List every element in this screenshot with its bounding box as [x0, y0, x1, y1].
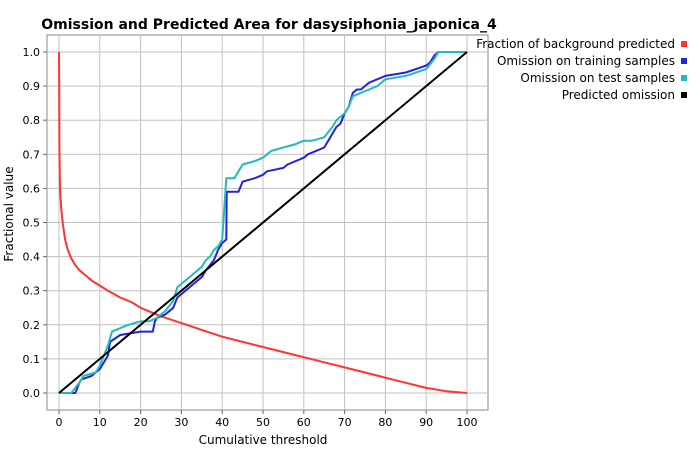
y-axis-label: Fractional value — [2, 166, 16, 261]
x-tick-label: 20 — [134, 416, 148, 429]
legend-label-omission-on-training-samples: Omission on training samples — [497, 54, 675, 68]
grid — [47, 35, 488, 410]
x-tick-label: 10 — [93, 416, 107, 429]
series-line-omission-on-test-samples — [59, 51, 467, 394]
series-line-fraction-of-background-predicted — [58, 51, 468, 394]
y-tick-label: 0.9 — [23, 80, 41, 93]
legend: Fraction of background predicted Omission… — [476, 37, 687, 102]
legend-label-fraction-of-background-predicted: Fraction of background predicted — [476, 37, 675, 51]
series-line-predicted-omission — [58, 51, 468, 394]
chart-title: Omission and Predicted Area for dasysiph… — [41, 17, 497, 33]
x-tick-label: 0 — [56, 416, 63, 429]
y-tick-label: 0.4 — [23, 251, 41, 264]
y-tick-label: 0.5 — [23, 217, 41, 230]
legend-swatch-omission-on-training-samples — [681, 58, 687, 64]
x-tick-label: 50 — [256, 416, 270, 429]
series-line-omission-on-training-samples — [59, 51, 467, 394]
axis-ticks: 0 10 20 30 40 50 60 70 80 90 100 0.0 0.1 0.2 0.3 0.4 0.5… — [23, 46, 478, 429]
x-axis-label: Cumulative threshold — [199, 433, 328, 447]
y-tick-label: 0.7 — [23, 148, 41, 161]
y-tick-label: 0.8 — [23, 114, 41, 127]
legend-swatch-predicted-omission — [681, 92, 687, 98]
y-tick-label: 0.2 — [23, 319, 41, 332]
legend-label-omission-on-test-samples: Omission on test samples — [520, 71, 675, 85]
legend-swatch-fraction-of-background-predicted — [681, 41, 687, 47]
legend-label-predicted-omission: Predicted omission — [562, 88, 675, 102]
y-tick-label: 0.6 — [23, 182, 41, 195]
y-tick-label: 0.0 — [23, 387, 41, 400]
x-tick-label: 30 — [174, 416, 188, 429]
x-tick-label: 40 — [215, 416, 229, 429]
y-tick-label: 1.0 — [23, 46, 41, 59]
x-tick-label: 80 — [378, 416, 392, 429]
y-tick-label: 0.1 — [23, 353, 41, 366]
x-tick-label: 60 — [297, 416, 311, 429]
y-tick-label: 0.3 — [23, 285, 41, 298]
x-tick-label: 100 — [457, 416, 478, 429]
series-group — [58, 51, 468, 394]
x-tick-label: 90 — [419, 416, 433, 429]
x-tick-label: 70 — [338, 416, 352, 429]
legend-swatch-omission-on-test-samples — [681, 75, 687, 81]
